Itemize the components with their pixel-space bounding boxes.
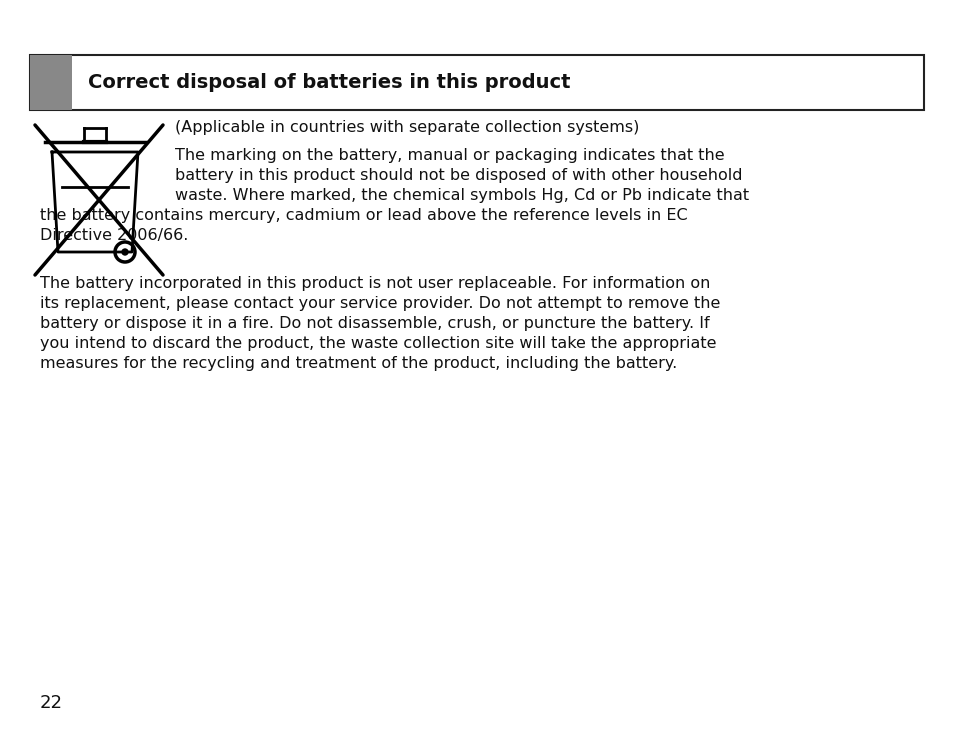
- Text: (Applicable in countries with separate collection systems): (Applicable in countries with separate c…: [174, 120, 639, 135]
- Text: The marking on the battery, manual or packaging indicates that the: The marking on the battery, manual or pa…: [174, 148, 724, 163]
- Text: waste. Where marked, the chemical symbols Hg, Cd or Pb indicate that: waste. Where marked, the chemical symbol…: [174, 188, 748, 203]
- Text: The battery incorporated in this product is not user replaceable. For informatio: The battery incorporated in this product…: [40, 276, 710, 291]
- Bar: [30, 55, 923, 110]
- Circle shape: [122, 249, 128, 255]
- Text: Directive 2006/66.: Directive 2006/66.: [40, 228, 188, 243]
- Bar: [30, 55, 71, 110]
- Text: you intend to discard the product, the waste collection site will take the appro: you intend to discard the product, the w…: [40, 336, 716, 351]
- Text: measures for the recycling and treatment of the product, including the battery.: measures for the recycling and treatment…: [40, 356, 677, 371]
- Text: battery or dispose it in a fire. Do not disassemble, crush, or puncture the batt: battery or dispose it in a fire. Do not …: [40, 316, 709, 331]
- Text: battery in this product should not be disposed of with other household: battery in this product should not be di…: [174, 168, 741, 183]
- Text: the battery contains mercury, cadmium or lead above the reference levels in EC: the battery contains mercury, cadmium or…: [40, 208, 687, 223]
- Text: its replacement, please contact your service provider. Do not attempt to remove : its replacement, please contact your ser…: [40, 296, 720, 311]
- Text: Correct disposal of batteries in this product: Correct disposal of batteries in this pr…: [88, 73, 570, 92]
- Text: 22: 22: [40, 694, 63, 712]
